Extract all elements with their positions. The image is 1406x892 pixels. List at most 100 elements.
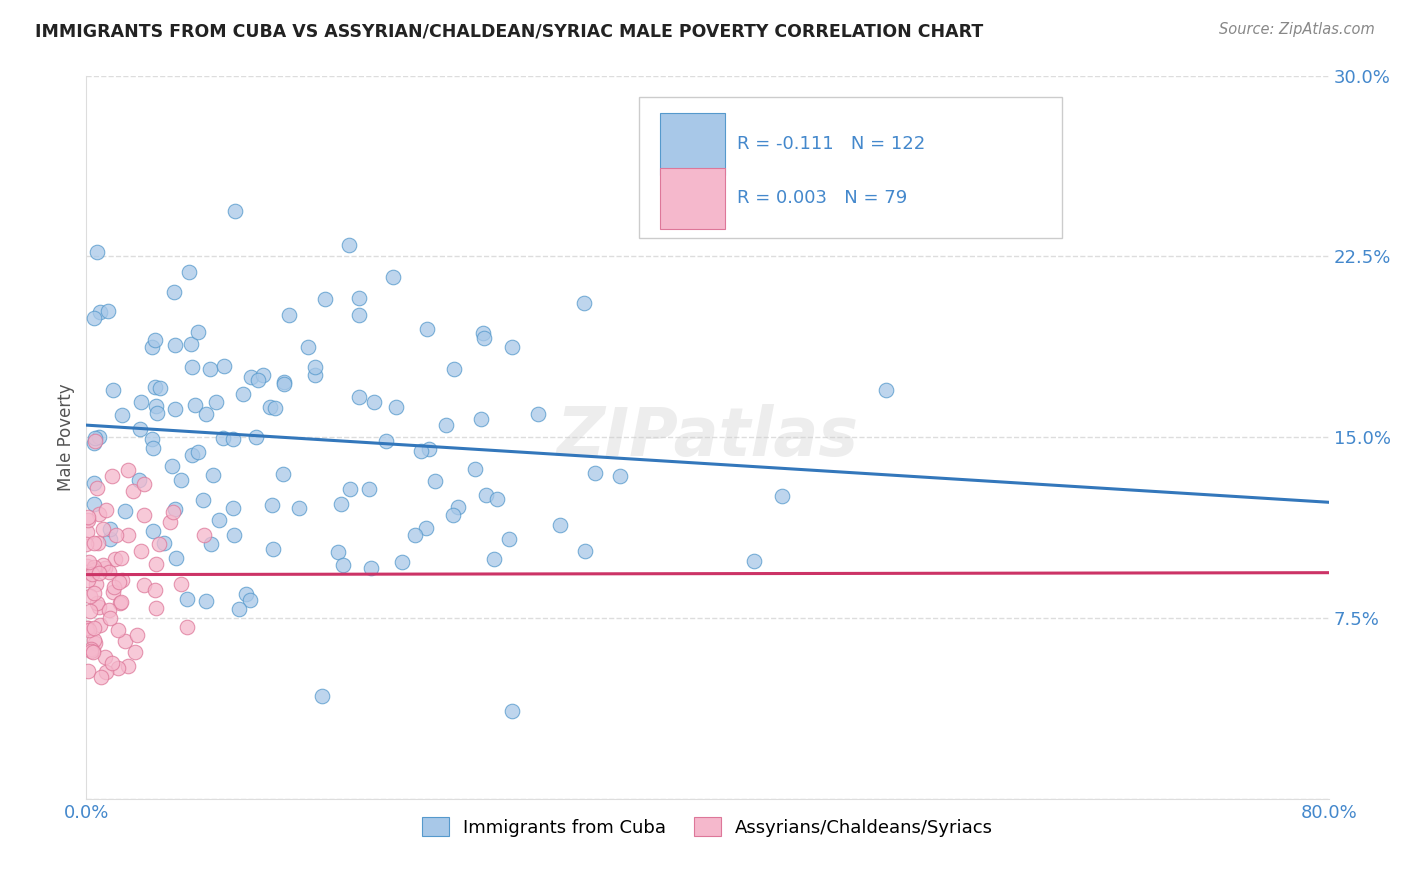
Point — [404, 528, 426, 542]
Point — [87, 430, 110, 444]
Point — [314, 293, 336, 307]
Point — [224, 528, 246, 542]
Point — [169, 474, 191, 488]
Point — [134, 578, 156, 592]
Point — [548, 518, 571, 533]
Point — [83, 562, 105, 576]
Point — [482, 551, 505, 566]
Point — [187, 326, 209, 340]
Point — [101, 469, 124, 483]
Point — [129, 395, 152, 409]
Point — [271, 467, 294, 481]
Point — [104, 552, 127, 566]
Point — [84, 635, 107, 649]
Point — [165, 550, 187, 565]
Point — [245, 430, 267, 444]
Point — [83, 431, 105, 445]
Point — [191, 493, 214, 508]
Point — [304, 368, 326, 382]
Point — [273, 377, 295, 392]
Point — [107, 575, 129, 590]
Point — [94, 650, 117, 665]
Point — [347, 291, 370, 305]
Point — [83, 632, 105, 647]
Point — [330, 497, 353, 511]
Point — [83, 563, 105, 577]
Point — [464, 462, 486, 476]
Point — [264, 401, 287, 416]
Point — [110, 551, 132, 566]
Point — [228, 602, 250, 616]
Point — [259, 400, 281, 414]
FancyBboxPatch shape — [661, 113, 725, 175]
Point — [176, 592, 198, 607]
Point — [572, 295, 595, 310]
Point — [143, 582, 166, 597]
Y-axis label: Male Poverty: Male Poverty — [58, 384, 75, 491]
Point — [76, 565, 98, 579]
Point — [122, 483, 145, 498]
Point — [141, 340, 163, 354]
Point — [187, 445, 209, 459]
Point — [194, 407, 217, 421]
Point — [609, 468, 631, 483]
Point — [273, 376, 295, 390]
Point — [97, 602, 120, 616]
Point — [163, 285, 186, 299]
Point — [132, 477, 155, 491]
Point — [574, 544, 596, 558]
Point — [443, 362, 465, 376]
Point — [107, 624, 129, 638]
Point — [198, 362, 221, 376]
Point — [239, 369, 262, 384]
Point — [83, 559, 105, 574]
Point — [76, 525, 98, 540]
Point — [149, 381, 172, 395]
Point — [98, 566, 121, 580]
Point — [89, 304, 111, 318]
Point — [360, 560, 382, 574]
Point — [235, 587, 257, 601]
Point — [179, 265, 201, 279]
Point — [83, 498, 105, 512]
Point — [103, 383, 125, 397]
Point — [288, 501, 311, 516]
Point — [770, 489, 793, 503]
Point — [184, 398, 207, 412]
Point — [79, 555, 101, 569]
Point — [143, 380, 166, 394]
Point — [221, 432, 243, 446]
Point — [79, 644, 101, 658]
Point — [875, 384, 897, 398]
Point — [110, 594, 132, 608]
Point — [100, 532, 122, 546]
Text: ZIPatlas: ZIPatlas — [557, 404, 859, 470]
Point — [111, 573, 134, 587]
Point — [332, 558, 354, 572]
Point — [124, 645, 146, 659]
Point — [108, 596, 131, 610]
Text: IMMIGRANTS FROM CUBA VS ASSYRIAN/CHALDEAN/SYRIAC MALE POVERTY CORRELATION CHART: IMMIGRANTS FROM CUBA VS ASSYRIAN/CHALDEA… — [35, 22, 983, 40]
Point — [117, 528, 139, 542]
Point — [83, 621, 105, 635]
Point — [98, 522, 121, 536]
Point — [117, 658, 139, 673]
Point — [77, 664, 100, 678]
Point — [165, 502, 187, 516]
Point — [75, 537, 97, 551]
Point — [129, 544, 152, 558]
Point — [100, 657, 122, 671]
Point — [205, 395, 228, 409]
Point — [105, 528, 128, 542]
Point — [339, 482, 361, 496]
Point — [89, 507, 111, 521]
Point — [181, 359, 204, 374]
Point — [527, 407, 550, 421]
Point — [107, 661, 129, 675]
Point — [146, 406, 169, 420]
Point — [160, 458, 183, 473]
Point — [169, 577, 191, 591]
Point — [77, 513, 100, 527]
Point — [127, 628, 149, 642]
Point — [252, 368, 274, 383]
